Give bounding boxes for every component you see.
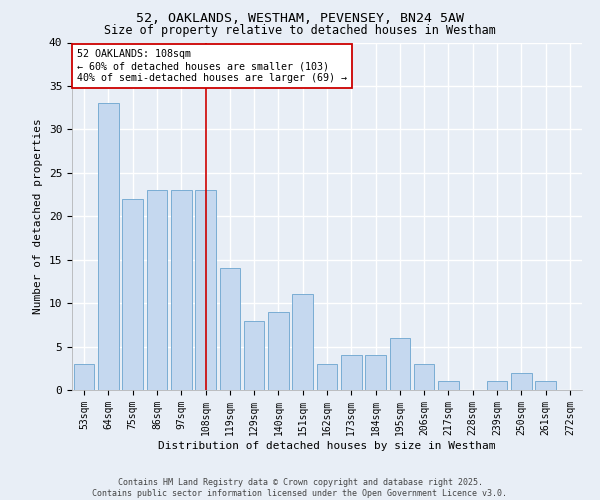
Bar [365, 355, 386, 390]
Bar [389, 338, 410, 390]
Bar [171, 190, 191, 390]
Text: 52 OAKLANDS: 108sqm
← 60% of detached houses are smaller (103)
40% of semi-detac: 52 OAKLANDS: 108sqm ← 60% of detached ho… [77, 50, 347, 82]
Bar [511, 372, 532, 390]
Bar [122, 199, 143, 390]
Bar [220, 268, 240, 390]
Bar [414, 364, 434, 390]
Text: 52, OAKLANDS, WESTHAM, PEVENSEY, BN24 5AW: 52, OAKLANDS, WESTHAM, PEVENSEY, BN24 5A… [136, 12, 464, 26]
Bar [195, 190, 216, 390]
Bar [74, 364, 94, 390]
X-axis label: Distribution of detached houses by size in Westham: Distribution of detached houses by size … [158, 440, 496, 450]
Bar [268, 312, 289, 390]
Bar [146, 190, 167, 390]
Bar [438, 382, 459, 390]
Bar [317, 364, 337, 390]
Bar [98, 104, 119, 390]
Bar [341, 355, 362, 390]
Text: Size of property relative to detached houses in Westham: Size of property relative to detached ho… [104, 24, 496, 37]
Bar [292, 294, 313, 390]
Text: Contains HM Land Registry data © Crown copyright and database right 2025.
Contai: Contains HM Land Registry data © Crown c… [92, 478, 508, 498]
Bar [487, 382, 508, 390]
Bar [535, 382, 556, 390]
Bar [244, 320, 265, 390]
Y-axis label: Number of detached properties: Number of detached properties [33, 118, 43, 314]
